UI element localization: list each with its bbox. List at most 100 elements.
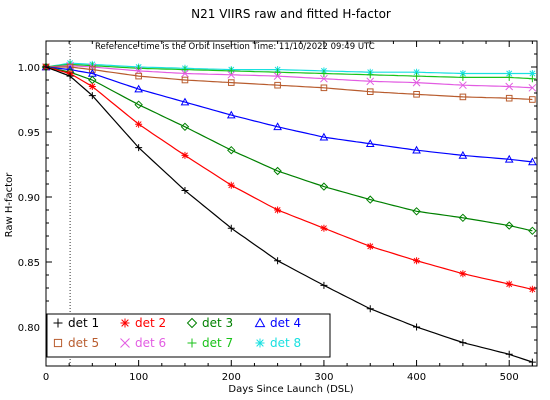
series-det-2 (42, 63, 536, 293)
marker-det-8 (413, 68, 421, 76)
marker-det-6 (227, 70, 236, 79)
marker-det-6 (505, 82, 514, 91)
marker-det-5 (366, 88, 374, 96)
marker-det-1 (366, 305, 374, 313)
marker-det-1 (413, 323, 421, 331)
marker-det-7 (320, 70, 328, 77)
legend-marker-det-2 (120, 318, 130, 328)
marker-det-2 (135, 120, 143, 128)
legend-marker-det-1 (53, 318, 63, 328)
y-axis-title: Raw H-factor (4, 172, 15, 238)
y-tick-label: 1.00 (18, 63, 40, 74)
legend-label-det-2: det 2 (135, 316, 166, 330)
marker-det-2 (528, 285, 536, 293)
marker-det-6 (273, 72, 282, 80)
marker-det-2 (413, 257, 421, 265)
marker-det-4 (180, 97, 190, 106)
marker-det-5 (505, 94, 513, 102)
plot-frame (45, 40, 538, 367)
legend-marker-det-7 (187, 338, 197, 348)
marker-det-6 (459, 81, 467, 90)
y-tick-label: 0.80 (18, 323, 40, 334)
marker-det-1 (66, 72, 74, 80)
marker-det-1 (459, 339, 467, 347)
marker-det-4 (365, 139, 375, 147)
marker-det-1 (181, 187, 189, 194)
marker-det-1 (42, 63, 50, 71)
marker-det-5 (227, 79, 235, 86)
legend-label-det-4: det 4 (270, 316, 301, 330)
chart-title: N21 VIIRS raw and fitted H-factor (191, 7, 391, 21)
marker-det-4 (458, 150, 468, 159)
series-det-1 (42, 63, 536, 366)
x-tick-label: 400 (407, 372, 426, 383)
reference-time-note: Reference time is the Orbit Insertion Ti… (95, 42, 375, 52)
marker-det-1 (320, 281, 328, 289)
fit-line-det-5 (46, 66, 533, 101)
marker-det-2 (505, 280, 513, 288)
legend-label-det-3: det 3 (202, 316, 233, 330)
marker-det-4 (528, 157, 537, 166)
legend-marker-det-8 (255, 338, 265, 348)
fit-line-det-6 (45, 65, 533, 89)
x-tick-label: 300 (314, 372, 333, 383)
marker-det-4 (412, 145, 421, 154)
marker-det-3 (505, 221, 514, 230)
marker-det-5 (181, 76, 189, 84)
x-axis-title: Days Since Launch (DSL) (228, 384, 353, 395)
series-det-8 (42, 59, 536, 77)
marker-det-1 (88, 92, 96, 100)
marker-det-3 (227, 145, 236, 155)
marker-det-7 (413, 72, 421, 80)
marker-det-8 (528, 70, 536, 77)
legend-marker-det-4 (254, 317, 266, 328)
series-det-7 (42, 60, 536, 83)
marker-det-7 (459, 73, 467, 81)
legend-label-det-5: det 5 (68, 336, 99, 350)
marker-det-2 (366, 242, 374, 250)
fit-line-det-2 (45, 66, 533, 290)
marker-det-4 (319, 132, 329, 141)
marker-det-2 (88, 83, 96, 90)
marker-det-3 (366, 195, 375, 204)
marker-det-3 (458, 213, 468, 223)
marker-det-2 (274, 206, 282, 214)
marker-det-3 (180, 122, 190, 132)
marker-det-3 (528, 226, 537, 236)
marker-det-7 (274, 68, 282, 76)
axis-ticks: 0 100 200 300 400 500 0.80 0.85 0.90 0.95 1.00 (18, 41, 537, 383)
marker-det-4 (134, 84, 143, 93)
y-tick-label: 0.85 (18, 258, 40, 269)
fit-line-det-8 (45, 62, 533, 75)
marker-det-2 (459, 270, 467, 278)
marker-det-5 (459, 93, 467, 101)
legend-box (46, 313, 331, 358)
marker-det-1 (274, 257, 282, 265)
series-det-5 (42, 63, 536, 103)
marker-det-4 (226, 110, 236, 119)
marker-det-5 (135, 72, 142, 80)
marker-det-4 (273, 122, 282, 131)
marker-det-1 (135, 144, 143, 152)
legend-label-det-8: det 8 (270, 336, 301, 350)
marker-det-5 (320, 84, 328, 92)
marker-det-5 (529, 96, 536, 103)
legend-label-det-6: det 6 (135, 336, 166, 350)
legend-label-det-1: det 1 (68, 316, 99, 330)
y-tick-label: 0.90 (18, 193, 40, 204)
marker-det-6 (412, 78, 421, 87)
marker-det-6 (366, 77, 375, 86)
marker-det-7 (88, 62, 96, 70)
marker-det-1 (505, 350, 513, 358)
fit-line-det-4 (45, 66, 533, 163)
marker-det-6 (320, 74, 328, 83)
marker-det-6 (181, 69, 189, 78)
marker-det-6 (528, 83, 537, 92)
marker-det-5 (89, 66, 96, 73)
fit-line-det-3 (45, 66, 533, 232)
legend-marker-det-3 (186, 317, 198, 329)
marker-det-7 (227, 67, 235, 75)
legend-marker-det-5 (53, 338, 63, 348)
marker-det-3 (273, 166, 282, 176)
